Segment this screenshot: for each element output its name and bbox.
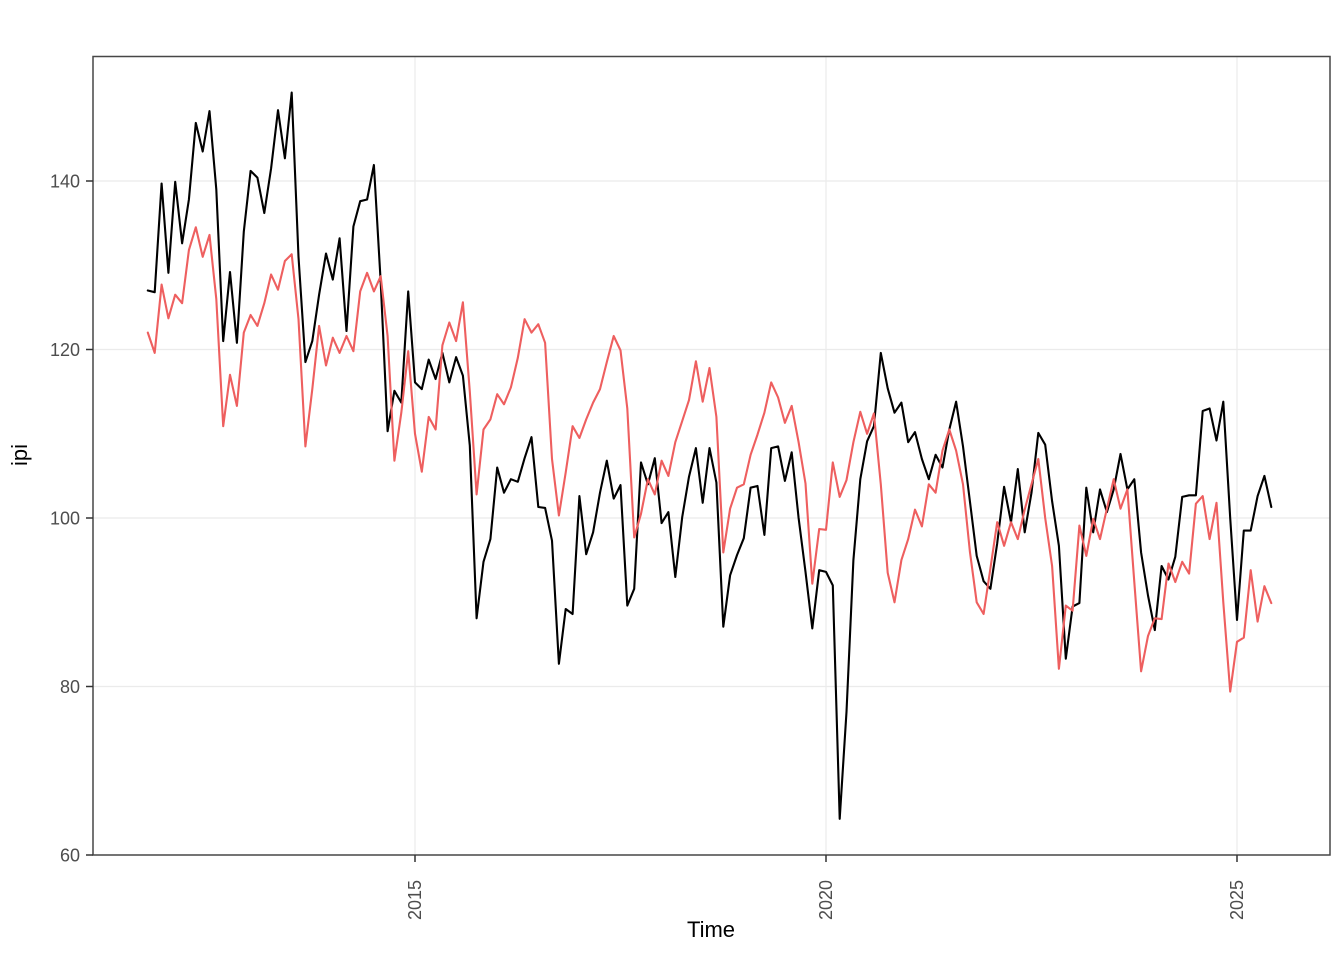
x-tick-label: 2015: [405, 880, 425, 920]
x-tick-label: 2025: [1227, 880, 1247, 920]
y-tick-label: 80: [60, 677, 80, 697]
series-lines: [146, 91, 1273, 820]
x-axis-title: Time: [687, 917, 735, 942]
x-tick-label: 2020: [816, 880, 836, 920]
panel-border: [92, 55, 1331, 856]
series-red-line: [146, 226, 1273, 693]
y-tick-label: 140: [50, 172, 80, 192]
y-tick-label: 100: [50, 509, 80, 529]
y-tick-label: 120: [50, 340, 80, 360]
axis-ticks: [86, 180, 1238, 862]
y-axis-title: ipi: [7, 444, 32, 466]
y-tick-label: 60: [60, 846, 80, 866]
axis-tick-labels: 60 80 100 120 140 2015 2020 2025: [50, 172, 1247, 921]
series-black-line: [146, 91, 1273, 820]
